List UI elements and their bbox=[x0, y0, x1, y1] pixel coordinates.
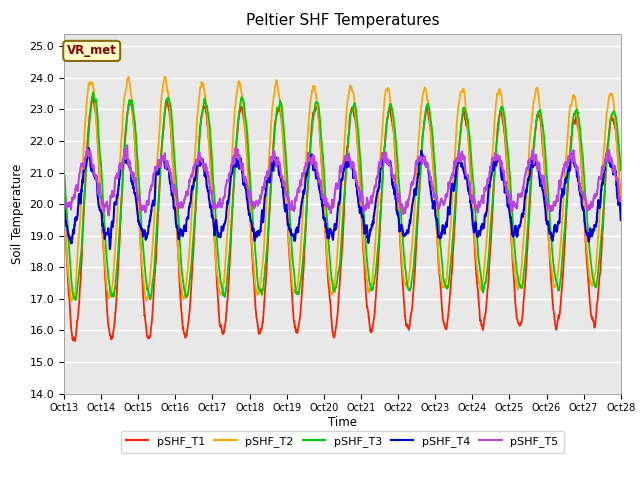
pSHF_T5 bbox=[359, 201, 367, 207]
pSHF_T3 bbox=[216, 271, 223, 276]
Line: pSHF_T1: pSHF_T1 bbox=[64, 97, 621, 341]
Y-axis label: Soil Temperature: Soil Temperature bbox=[11, 164, 24, 264]
pSHF_T3 bbox=[359, 197, 367, 203]
pSHF_T4 bbox=[216, 233, 223, 239]
pSHF_T5 bbox=[568, 158, 576, 164]
pSHF_T5 bbox=[60, 199, 68, 204]
Line: pSHF_T5: pSHF_T5 bbox=[64, 145, 621, 216]
pSHF_T2 bbox=[505, 187, 513, 192]
Line: pSHF_T4: pSHF_T4 bbox=[64, 148, 621, 249]
pSHF_T3 bbox=[89, 89, 97, 95]
pSHF_T5 bbox=[617, 196, 625, 202]
pSHF_T3 bbox=[568, 130, 576, 135]
pSHF_T1 bbox=[71, 338, 79, 344]
pSHF_T4 bbox=[60, 199, 68, 204]
pSHF_T2 bbox=[60, 201, 68, 207]
pSHF_T3 bbox=[584, 221, 591, 227]
pSHF_T1 bbox=[88, 94, 96, 100]
Line: pSHF_T2: pSHF_T2 bbox=[64, 77, 621, 300]
pSHF_T2 bbox=[584, 253, 591, 259]
pSHF_T3 bbox=[617, 168, 625, 173]
pSHF_T2 bbox=[617, 199, 625, 204]
pSHF_T2 bbox=[568, 99, 576, 105]
Line: pSHF_T3: pSHF_T3 bbox=[64, 92, 621, 300]
Text: VR_met: VR_met bbox=[67, 44, 116, 58]
pSHF_T2 bbox=[371, 245, 379, 251]
pSHF_T2 bbox=[161, 74, 169, 80]
Legend: pSHF_T1, pSHF_T2, pSHF_T3, pSHF_T4, pSHF_T5: pSHF_T1, pSHF_T2, pSHF_T3, pSHF_T4, pSHF… bbox=[120, 431, 564, 453]
pSHF_T1 bbox=[60, 195, 68, 201]
pSHF_T5 bbox=[371, 184, 379, 190]
pSHF_T1 bbox=[617, 203, 625, 209]
pSHF_T1 bbox=[505, 188, 513, 194]
pSHF_T3 bbox=[60, 168, 68, 174]
pSHF_T4 bbox=[617, 217, 625, 223]
pSHF_T1 bbox=[216, 321, 223, 327]
pSHF_T1 bbox=[584, 268, 591, 274]
pSHF_T3 bbox=[72, 297, 79, 303]
pSHF_T2 bbox=[216, 288, 223, 294]
pSHF_T1 bbox=[568, 128, 576, 133]
pSHF_T4 bbox=[371, 204, 379, 210]
X-axis label: Time: Time bbox=[328, 416, 357, 429]
pSHF_T1 bbox=[371, 304, 379, 310]
pSHF_T4 bbox=[584, 230, 591, 236]
pSHF_T5 bbox=[105, 213, 113, 218]
pSHF_T4 bbox=[505, 205, 513, 211]
pSHF_T5 bbox=[584, 208, 591, 214]
pSHF_T4 bbox=[359, 216, 367, 221]
pSHF_T2 bbox=[359, 234, 367, 240]
pSHF_T5 bbox=[124, 143, 131, 148]
pSHF_T5 bbox=[505, 195, 513, 201]
Title: Peltier SHF Temperatures: Peltier SHF Temperatures bbox=[246, 13, 439, 28]
pSHF_T3 bbox=[505, 156, 513, 161]
pSHF_T5 bbox=[216, 196, 223, 202]
pSHF_T1 bbox=[359, 242, 367, 248]
pSHF_T4 bbox=[84, 145, 92, 151]
pSHF_T3 bbox=[371, 273, 379, 278]
pSHF_T4 bbox=[106, 246, 114, 252]
pSHF_T2 bbox=[68, 298, 76, 303]
pSHF_T4 bbox=[568, 155, 576, 160]
